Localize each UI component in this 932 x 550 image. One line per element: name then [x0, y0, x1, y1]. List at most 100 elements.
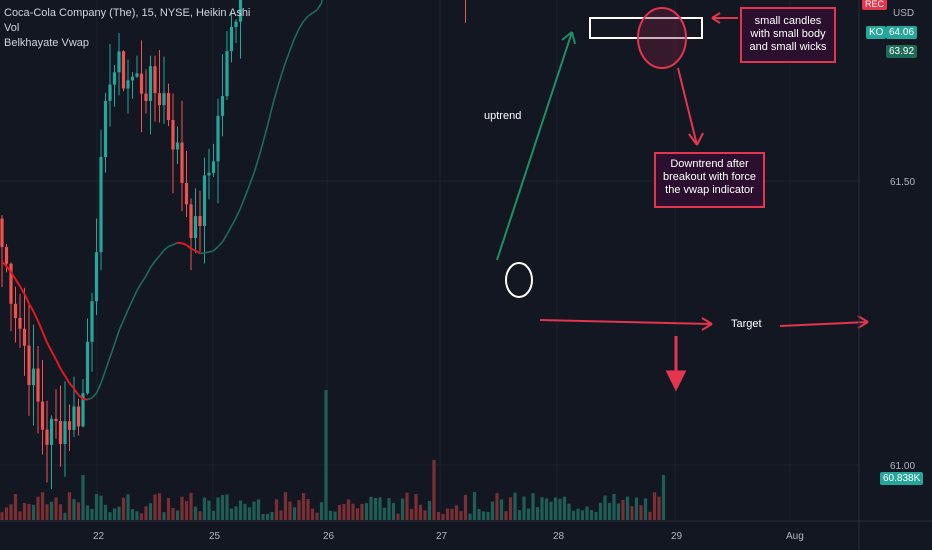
volume-bar — [225, 494, 229, 520]
candle-body — [162, 93, 166, 106]
volume-bar — [355, 508, 360, 520]
volume-bar — [639, 505, 643, 520]
volume-bar — [184, 501, 189, 520]
vwap-segment — [289, 38, 296, 51]
volume-bar — [175, 510, 180, 520]
vwap-segment — [136, 282, 143, 291]
candle-body — [67, 421, 72, 430]
volume-bar — [643, 498, 648, 520]
volume-bar — [211, 510, 216, 520]
vwap-segment — [284, 49, 291, 63]
vwap-segment — [73, 388, 80, 396]
chart-title: Coca-Cola Company (The), 15, NYSE, Heiki… — [4, 7, 251, 19]
volume-bar — [265, 513, 270, 520]
candle-body — [99, 156, 103, 253]
volume-bar — [283, 492, 288, 520]
volume-bar — [22, 503, 27, 520]
volume-bar — [90, 508, 94, 520]
volume-bar — [580, 510, 585, 520]
vwap-price-tag: 63.92 — [886, 45, 918, 58]
vwap-segment — [82, 398, 88, 401]
candles — [0, 0, 466, 490]
vwap-segment — [185, 244, 192, 250]
volume-bars — [0, 390, 666, 520]
target-arrow-2 — [779, 315, 869, 329]
volume-bar — [603, 495, 607, 520]
volume-bar — [103, 504, 108, 520]
candle-body — [90, 301, 94, 342]
volume-bar — [117, 506, 121, 520]
vwap-segment — [204, 251, 210, 254]
vwap-segment — [41, 331, 48, 343]
volume-bar — [495, 493, 499, 520]
candle-body — [220, 96, 225, 116]
volume-bar — [288, 501, 292, 520]
candle-body — [112, 72, 117, 85]
volume-bar — [337, 504, 342, 520]
candle-body — [189, 204, 193, 238]
time-tick-label: 22 — [93, 531, 105, 542]
volume-bar — [526, 508, 531, 520]
volume-bar — [351, 503, 355, 520]
volume-bar — [576, 508, 580, 520]
annotation-shapes — [496, 7, 869, 392]
volume-bar — [594, 511, 598, 520]
volume-bar — [112, 508, 117, 520]
volume-bar — [171, 507, 175, 520]
volume-bar — [373, 497, 378, 520]
volume-bar — [661, 475, 666, 520]
time-tick-label: 25 — [209, 531, 221, 542]
candle-body — [216, 115, 220, 162]
volume-bar — [648, 511, 652, 520]
volume-bar — [598, 502, 603, 520]
vwap-segment — [55, 358, 62, 370]
vwap-segment — [320, 0, 323, 4]
volume-bar — [121, 497, 126, 520]
rec-badge[interactable]: REC — [862, 0, 888, 10]
volume-bar — [418, 504, 423, 520]
vwap-segment — [177, 241, 183, 245]
volume-bar — [144, 506, 148, 520]
vwap-segment — [154, 255, 161, 262]
volume-bar — [279, 510, 283, 520]
volume-bar — [207, 500, 211, 520]
volume-bar — [108, 512, 112, 520]
volume-bar — [139, 513, 144, 520]
vwap-segment — [221, 234, 228, 243]
vwap-segment — [5, 265, 12, 273]
volume-bar — [36, 496, 40, 520]
vwap-segment — [109, 343, 116, 358]
vwap-segment — [312, 9, 318, 14]
volume-bar — [423, 510, 427, 520]
volume-bar — [261, 513, 265, 520]
volume-bar — [517, 510, 522, 520]
volume-bar — [153, 494, 157, 520]
volume-bar — [99, 495, 103, 520]
volume-bar — [54, 497, 58, 520]
volume-bar — [544, 498, 549, 520]
candle-body — [18, 317, 22, 329]
vwap-segment — [122, 309, 129, 321]
volume-bar — [274, 499, 279, 520]
volume-bar — [553, 497, 558, 520]
candle-body — [193, 216, 198, 238]
target-label: Target — [731, 318, 762, 330]
candle-body — [198, 216, 202, 227]
volume-bar — [612, 493, 616, 520]
vwap-segment — [149, 260, 156, 268]
vwap-segment — [46, 342, 53, 352]
downtrend-arrow — [677, 67, 704, 146]
volume-bar — [441, 513, 445, 520]
vwap-segment — [59, 368, 66, 377]
small-candles-box — [589, 17, 703, 39]
symbol-tag: KO — [866, 26, 887, 39]
volume-bar — [297, 500, 301, 520]
last-price-tag: 64.06 — [886, 26, 918, 39]
candle-body — [22, 328, 27, 346]
vwap-segment — [64, 375, 71, 384]
candle-body — [76, 406, 81, 427]
price-tick-label: 61.00 — [890, 461, 915, 472]
vwap-segment — [23, 293, 30, 304]
candle-body — [49, 418, 54, 445]
